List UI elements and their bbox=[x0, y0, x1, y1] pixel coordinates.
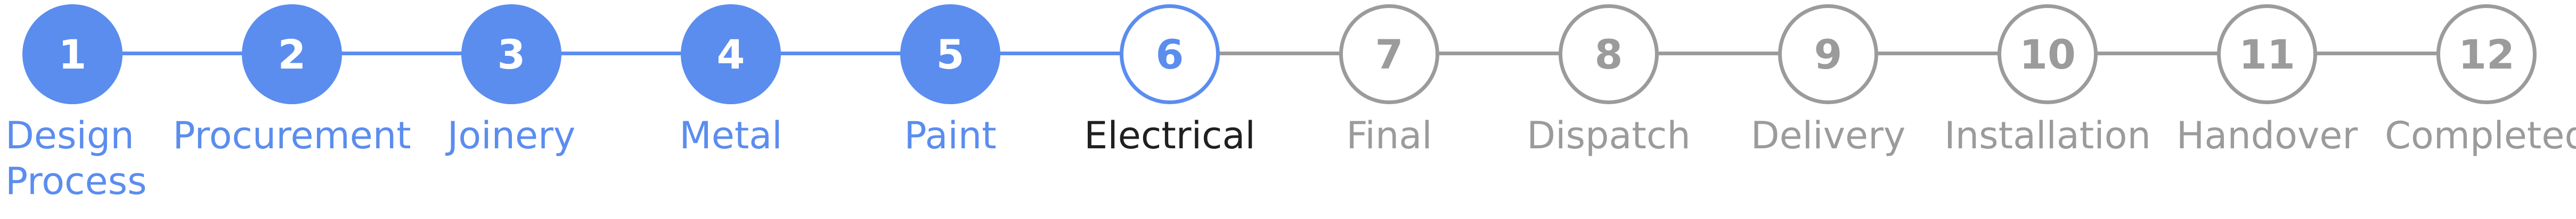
step-connector bbox=[1828, 52, 2000, 55]
step-number-badge[interactable]: 3 bbox=[461, 4, 561, 104]
step-connector bbox=[2267, 52, 2439, 55]
step-connector bbox=[511, 52, 683, 55]
step-label[interactable]: Dispatch bbox=[1527, 114, 1691, 157]
step-connector bbox=[950, 52, 1122, 55]
step-label[interactable]: Paint bbox=[904, 114, 997, 157]
step-label[interactable]: Procurement bbox=[173, 114, 411, 157]
step-number-badge[interactable]: 2 bbox=[242, 4, 342, 104]
step-number-badge[interactable]: 8 bbox=[1559, 4, 1659, 104]
step-number-badge[interactable]: 12 bbox=[2436, 4, 2537, 104]
step-connector bbox=[1389, 52, 1561, 55]
step-number-badge[interactable]: 11 bbox=[2217, 4, 2317, 104]
step-label[interactable]: Final bbox=[1346, 114, 1432, 157]
step-connector bbox=[292, 52, 463, 55]
step-label[interactable]: Metal bbox=[679, 114, 782, 157]
step-connector bbox=[2048, 52, 2219, 55]
step-number-badge[interactable]: 4 bbox=[681, 4, 781, 104]
step-label[interactable]: Delivery bbox=[1750, 114, 1906, 157]
step-number-badge[interactable]: 6 bbox=[1120, 4, 1220, 104]
step-label[interactable]: Electrical bbox=[1084, 114, 1256, 157]
step-number-badge[interactable]: 5 bbox=[900, 4, 1000, 104]
step-connector bbox=[72, 52, 244, 55]
step-label[interactable]: Completed bbox=[2385, 114, 2576, 157]
step-label[interactable]: Handover bbox=[2176, 114, 2358, 157]
step-label[interactable]: Installation bbox=[1944, 114, 2151, 157]
step-connector bbox=[731, 52, 902, 55]
step-connector bbox=[1170, 52, 1341, 55]
step-number-badge[interactable]: 9 bbox=[1778, 4, 1878, 104]
step-label[interactable]: Design Process bbox=[5, 114, 147, 203]
step-connector bbox=[1609, 52, 1780, 55]
step-label[interactable]: Joinery bbox=[447, 114, 576, 157]
step-number-badge[interactable]: 1 bbox=[22, 4, 123, 104]
step-number-badge[interactable]: 7 bbox=[1339, 4, 1439, 104]
step-number-badge[interactable]: 10 bbox=[1998, 4, 2098, 104]
